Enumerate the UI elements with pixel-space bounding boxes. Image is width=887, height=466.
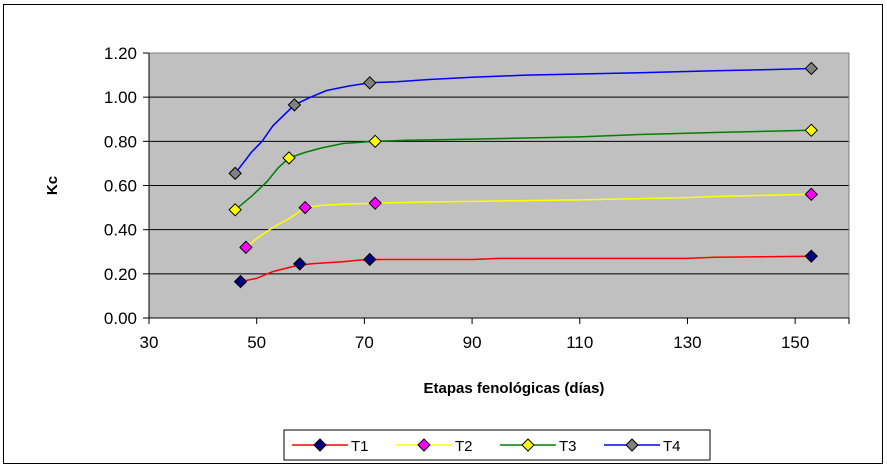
legend-marker-t2 [417, 438, 431, 452]
legend-marker-t3 [521, 438, 535, 452]
data-point-t2 [239, 240, 253, 255]
legend-label-t2: T2 [455, 438, 473, 455]
series-line-t3 [234, 129, 812, 211]
x-tick-label: 30 [140, 333, 159, 352]
data-point-t1 [293, 257, 307, 271]
data-point-t4 [363, 76, 377, 90]
x-tick-label: 130 [673, 333, 701, 352]
y-tick-label: 0.20 [104, 265, 137, 284]
y-tick-label: 0.40 [104, 221, 137, 240]
x-tick-label: 70 [355, 333, 374, 352]
series-t2 [239, 187, 819, 255]
legend-label-t1: T1 [351, 438, 369, 455]
data-point-t3 [368, 134, 382, 149]
data-point-t3 [804, 123, 819, 137]
data-point-t2 [298, 200, 312, 215]
x-tick-label: 90 [463, 333, 482, 352]
x-tick-label: 110 [566, 333, 593, 352]
y-tick-label: 1.00 [104, 88, 137, 107]
x-axis-title: Etapas fenológicas (días) [424, 380, 605, 397]
data-point-t2 [804, 187, 819, 202]
data-point-t1 [804, 249, 819, 263]
series-t4 [228, 61, 819, 181]
data-point-t3 [228, 203, 242, 217]
legend-marker-t4 [625, 438, 639, 452]
y-tick-label: 0.80 [104, 132, 137, 151]
series-layer [228, 61, 819, 289]
data-point-t1 [233, 274, 248, 289]
y-tick-label: 1.20 [104, 44, 137, 63]
y-axis-title: Kc [44, 176, 61, 195]
x-tick-label: 150 [781, 333, 809, 352]
x-tick-label: 50 [247, 333, 266, 352]
data-point-t4 [287, 98, 302, 112]
legend: T1 T2 T3 T4 [283, 429, 711, 461]
y-tick-label: 0.60 [104, 177, 137, 196]
data-point-t4 [228, 166, 242, 181]
y-tick-label: 0.00 [104, 309, 137, 328]
series-t1 [233, 249, 819, 289]
data-point-t1 [363, 252, 377, 267]
series-line-t4 [234, 67, 812, 174]
legend-label-t4: T4 [663, 438, 681, 455]
axes: 0.00 0.20 0.40 0.60 0.80 1.00 1.20 30 50 70 90 110 1… [104, 44, 850, 352]
data-point-t3 [282, 151, 296, 165]
data-point-t2 [368, 196, 382, 210]
legend-label-t3: T3 [559, 438, 577, 455]
data-point-t4 [804, 61, 819, 76]
series-t3 [228, 123, 819, 217]
legend-marker-t1 [313, 438, 327, 452]
